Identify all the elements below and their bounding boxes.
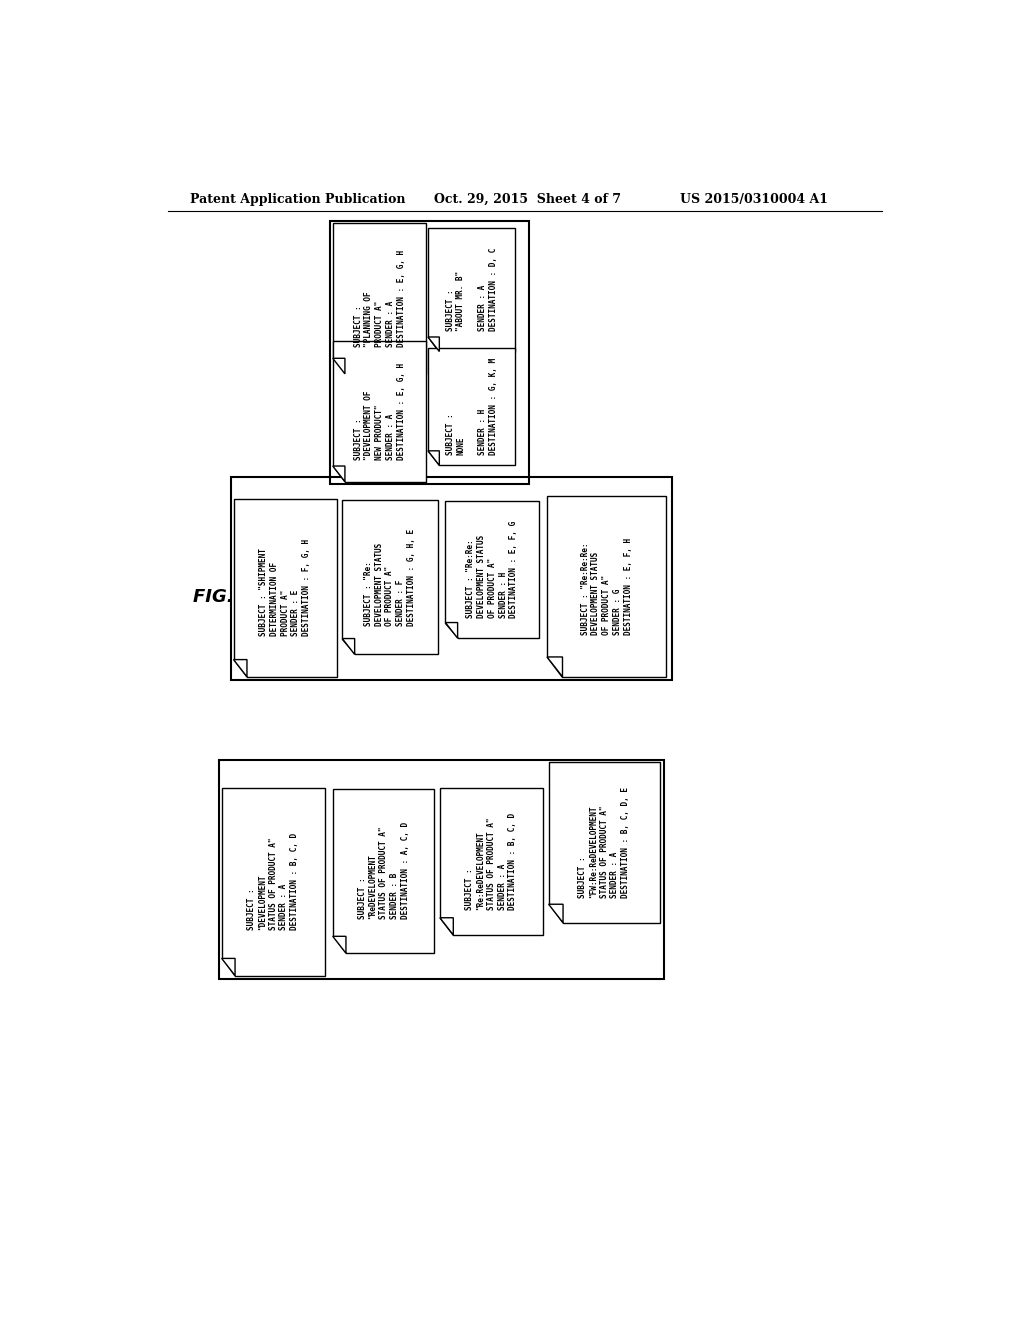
Text: Patent Application Publication: Patent Application Publication bbox=[189, 193, 406, 206]
Text: SUBJECT : "Re:
DEVELOPMENT STATUS
OF PRODUCT A"
SENDER : F
DESTINATION : G, H, E: SUBJECT : "Re: DEVELOPMENT STATUS OF PRO… bbox=[364, 528, 416, 626]
Polygon shape bbox=[333, 358, 345, 374]
Text: SUBJECT :
"PLANNING OF
PRODUCT A"
SENDER : A
DESTINATION : E, G, H: SUBJECT : "PLANNING OF PRODUCT A" SENDER… bbox=[353, 249, 406, 347]
Polygon shape bbox=[440, 917, 454, 935]
Polygon shape bbox=[428, 348, 515, 466]
Polygon shape bbox=[333, 466, 345, 482]
Text: SUBJECT :
"DEVELOPMENT OF
NEW PRODUCT"
SENDER : A
DESTINATION : E, G, H: SUBJECT : "DEVELOPMENT OF NEW PRODUCT" S… bbox=[353, 363, 406, 461]
Text: SUBJECT :
"DEVELOPMENT
STATUS OF PRODUCT A"
SENDER : A
DESTINATION : B, C, D: SUBJECT : "DEVELOPMENT STATUS OF PRODUCT… bbox=[247, 833, 299, 931]
Bar bbox=[219, 760, 664, 978]
Polygon shape bbox=[342, 500, 437, 655]
Text: SUBJECT :
NONE

SENDER : H
DESTINATION : G, K, M: SUBJECT : NONE SENDER : H DESTINATION : … bbox=[445, 358, 498, 455]
Text: SUBJECT :
"FW:Re:ReDEVELOPMENT
STATUS OF PRODUCT A"
SENDER : A
DESTINATION : B, : SUBJECT : "FW:Re:ReDEVELOPMENT STATUS OF… bbox=[579, 787, 630, 898]
Polygon shape bbox=[233, 499, 337, 677]
Bar bbox=[231, 477, 672, 680]
Text: SUBJECT : "SHIPMENT
DETERMINATION OF
PRODUCT A"
SENDER : E
DESTINATION : F, G, H: SUBJECT : "SHIPMENT DETERMINATION OF PRO… bbox=[259, 540, 311, 636]
Polygon shape bbox=[428, 227, 515, 351]
Text: US 2015/0310004 A1: US 2015/0310004 A1 bbox=[680, 193, 827, 206]
Bar bbox=[331, 222, 528, 483]
Text: SUBJECT : "Re:Re:
DEVELOPMENT STATUS
OF PRODUCT A"
SENDER : H
DESTINATION : E, F: SUBJECT : "Re:Re: DEVELOPMENT STATUS OF … bbox=[466, 521, 518, 618]
Polygon shape bbox=[333, 788, 434, 953]
Text: SUBJECT :
"ABOUT MR. B"

SENDER : A
DESTINATION : D, C: SUBJECT : "ABOUT MR. B" SENDER : A DESTI… bbox=[445, 248, 498, 331]
Polygon shape bbox=[549, 904, 563, 923]
Polygon shape bbox=[333, 342, 426, 482]
Text: SUBJECT :
"Re:ReDEVELOPMENT
STATUS OF PRODUCT A"
SENDER : A
DESTINATION : B, C, : SUBJECT : "Re:ReDEVELOPMENT STATUS OF PR… bbox=[466, 813, 517, 909]
Polygon shape bbox=[445, 500, 539, 638]
Polygon shape bbox=[440, 788, 543, 935]
Polygon shape bbox=[547, 496, 666, 677]
Polygon shape bbox=[221, 788, 325, 975]
Polygon shape bbox=[549, 762, 659, 923]
Polygon shape bbox=[333, 223, 426, 374]
Polygon shape bbox=[333, 936, 346, 953]
Polygon shape bbox=[445, 623, 458, 638]
Text: FIG. 4: FIG. 4 bbox=[194, 589, 253, 606]
Text: Oct. 29, 2015  Sheet 4 of 7: Oct. 29, 2015 Sheet 4 of 7 bbox=[433, 193, 621, 206]
Polygon shape bbox=[342, 639, 354, 655]
Polygon shape bbox=[233, 660, 247, 677]
Polygon shape bbox=[428, 451, 439, 466]
Polygon shape bbox=[428, 337, 439, 351]
Text: SUBJECT :
"ReDEVELOPMENT
STATUS OF PRODUCT A"
SENDER : B
DESTINATION : A, C, D: SUBJECT : "ReDEVELOPMENT STATUS OF PRODU… bbox=[357, 822, 410, 920]
Text: SUBJECT : "Re:Re:Re:
DEVELOPMENT STATUS
OF PRODUCT A"
SENDER : G
DESTINATION : E: SUBJECT : "Re:Re:Re: DEVELOPMENT STATUS … bbox=[581, 537, 633, 635]
Polygon shape bbox=[547, 657, 562, 677]
Polygon shape bbox=[221, 958, 236, 975]
